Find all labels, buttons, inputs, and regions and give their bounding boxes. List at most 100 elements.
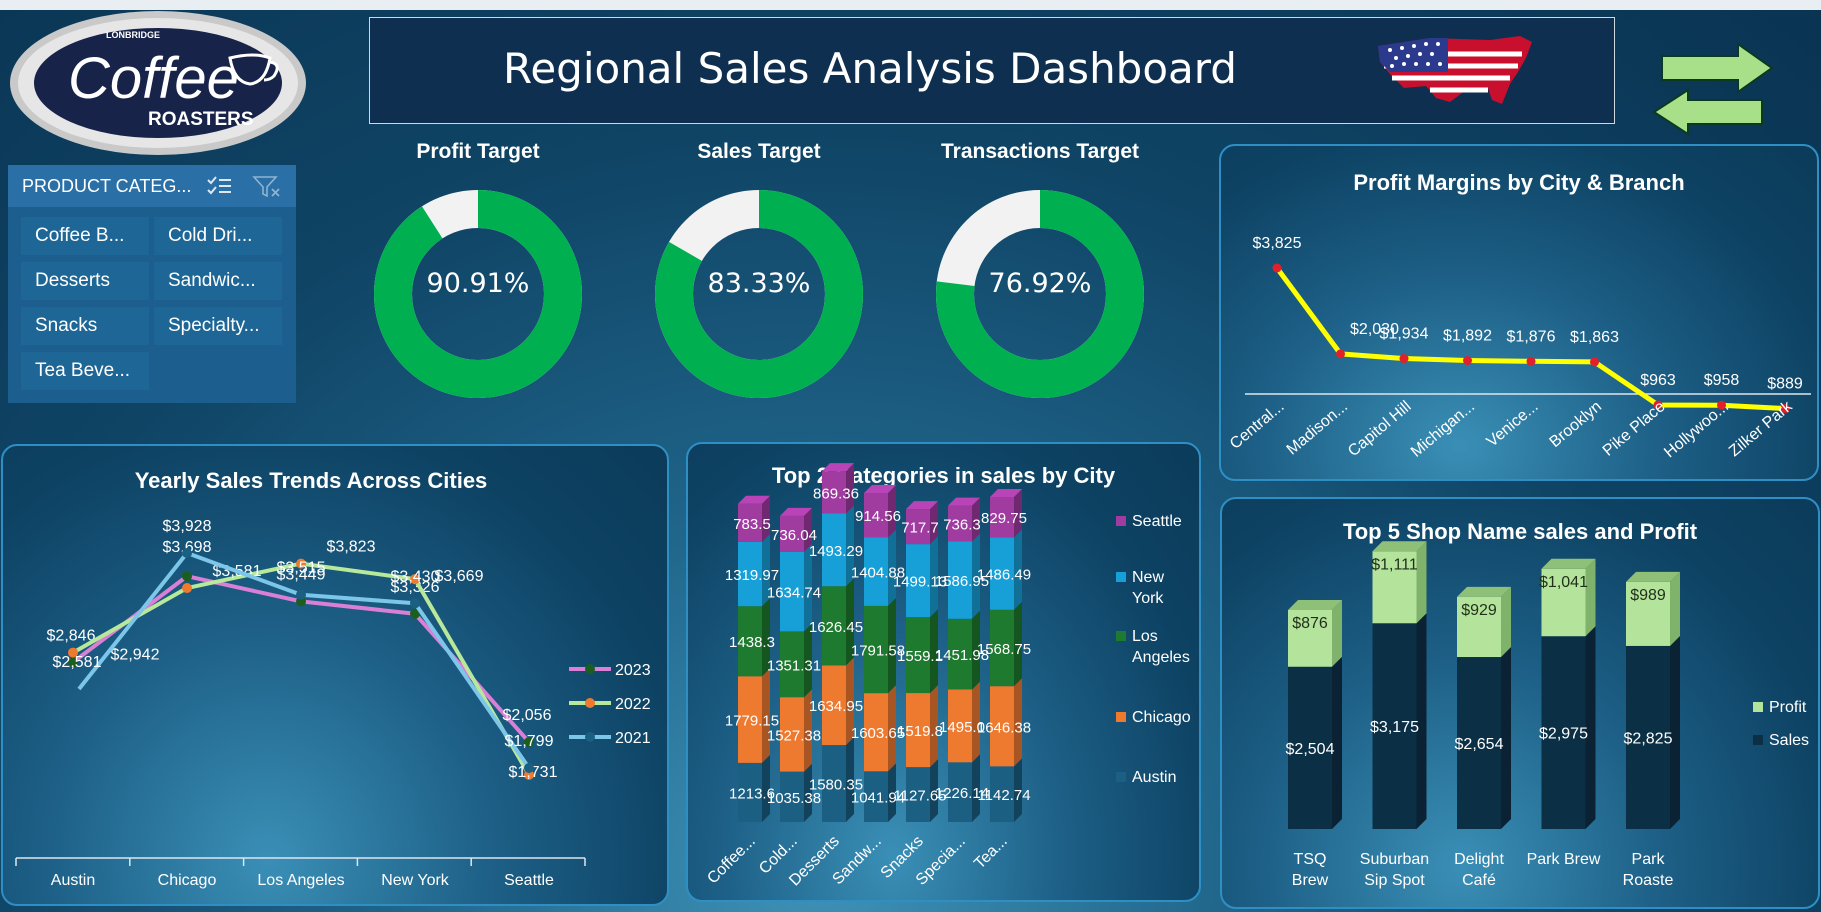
data-point bbox=[1336, 349, 1345, 359]
bar-segment bbox=[1626, 581, 1670, 646]
arrow-right-icon[interactable] bbox=[1660, 42, 1775, 94]
legend-marker bbox=[585, 732, 595, 742]
data-label: 1559.1 bbox=[897, 648, 943, 665]
tick-label-cont: Brew bbox=[1292, 872, 1329, 889]
data-label: 783.5 bbox=[733, 516, 771, 533]
slicer-header: PRODUCT CATEG... bbox=[8, 165, 296, 207]
data-label: 1142.74 bbox=[977, 787, 1030, 804]
bar-segment-side bbox=[846, 578, 854, 666]
data-label: $2,942 bbox=[111, 647, 160, 664]
data-label: $2,056 bbox=[503, 707, 552, 724]
dashboard-title: Regional Sales Analysis Dashboard bbox=[503, 44, 1237, 93]
data-label: 1041.94 bbox=[851, 790, 905, 807]
legend-label: Austin bbox=[1132, 769, 1176, 786]
bar-segment bbox=[1288, 609, 1332, 667]
bar-segment-side bbox=[846, 505, 854, 587]
gauge-ring bbox=[374, 190, 582, 398]
bar-segment bbox=[780, 515, 804, 552]
data-label: $2,825 bbox=[1624, 730, 1673, 747]
bar-segment bbox=[906, 617, 930, 694]
top-shops-chart: $2,504 $876 TSQ Brew $3,175 $1,111 Suburban Sip… bbox=[1286, 541, 1809, 889]
bar-segment-top bbox=[780, 507, 812, 516]
bar-segment bbox=[738, 541, 762, 607]
bar-segment-top bbox=[1541, 558, 1596, 569]
data-label: $989 bbox=[1630, 587, 1666, 604]
tick-label-cont: Sip Spot bbox=[1364, 872, 1425, 889]
data-label: $3,430 bbox=[391, 568, 440, 585]
slicer-item-coffee-beans[interactable]: Coffee B... bbox=[21, 217, 149, 255]
arrow-left-icon[interactable] bbox=[1650, 88, 1765, 136]
bar-segment-side bbox=[1416, 541, 1427, 624]
data-label: $1,863 bbox=[1570, 329, 1619, 346]
bar-segment-side bbox=[762, 668, 770, 763]
legend-label: Seattle bbox=[1132, 513, 1182, 530]
bar-segment-side bbox=[888, 685, 896, 772]
data-label: $2,975 bbox=[1539, 726, 1588, 743]
logo-main-text: Coffee bbox=[68, 46, 239, 111]
bar-segment bbox=[906, 544, 930, 618]
bar-segment-side bbox=[972, 533, 980, 619]
bar-segment bbox=[1372, 623, 1417, 829]
profit-margins-chart: $3,825 Central... $2,030 Madison... $1,934 Ca… bbox=[1227, 235, 1811, 461]
data-label: $3,175 bbox=[1370, 719, 1419, 736]
data-label: $2,030 bbox=[1350, 321, 1399, 338]
gauge-fill-arc bbox=[374, 190, 582, 398]
profit-margins-title: Profit Margins by City & Branch bbox=[1353, 170, 1685, 195]
bar-segment-side bbox=[1014, 488, 1022, 538]
bar-segment-top bbox=[822, 463, 854, 472]
data-label: 1580.35 bbox=[809, 777, 863, 794]
slicer-item-cold-drinks[interactable]: Cold Dri... bbox=[154, 217, 282, 255]
bar-segment-side bbox=[804, 623, 812, 698]
data-label: 1486.49 bbox=[977, 567, 1031, 584]
legend-label: Chicago bbox=[1132, 709, 1191, 726]
bar-segment bbox=[948, 689, 972, 763]
gauge-fill-arc bbox=[936, 190, 1144, 398]
data-label: 717.7 bbox=[901, 520, 939, 537]
bar-segment-side bbox=[1332, 599, 1342, 667]
data-point bbox=[524, 769, 534, 780]
bar-segment-side bbox=[1501, 647, 1511, 829]
slicer-item-snacks[interactable]: Snacks bbox=[21, 307, 149, 345]
legend-label: Profit bbox=[1769, 699, 1807, 716]
data-point bbox=[1653, 400, 1663, 410]
bar-segment bbox=[822, 586, 846, 666]
data-label: $958 bbox=[1704, 372, 1740, 389]
bar-segment bbox=[738, 503, 762, 542]
data-point bbox=[1526, 356, 1536, 366]
slicer-item-specialty[interactable]: Specialty... bbox=[154, 307, 282, 345]
tick-label: Michigan... bbox=[1408, 398, 1478, 461]
bar-segment bbox=[780, 631, 804, 698]
data-label: 1319.97 bbox=[725, 567, 779, 584]
data-label: 914.56 bbox=[855, 508, 901, 525]
data-label: 1527.38 bbox=[767, 727, 821, 744]
coffee-cup-icon bbox=[228, 53, 279, 86]
tick-label: Park bbox=[1632, 851, 1666, 868]
top-shops-title: Top 5 Shop Name sales and Profit bbox=[1342, 519, 1698, 544]
data-label: $3,825 bbox=[1253, 235, 1302, 252]
slicer-item-desserts[interactable]: Desserts bbox=[21, 262, 149, 300]
gauge-label: Sales Target bbox=[697, 140, 821, 163]
bar-segment-side bbox=[1501, 586, 1511, 658]
legend-label-cont: York bbox=[1132, 590, 1164, 607]
bar-segment bbox=[906, 693, 930, 768]
tick-label: Tea... bbox=[971, 833, 1011, 873]
tick-label: New York bbox=[381, 872, 450, 889]
bar-segment bbox=[948, 762, 972, 822]
data-point bbox=[182, 548, 192, 558]
yearly-sales-title: Yearly Sales Trends Across Cities bbox=[134, 468, 488, 493]
top-categories-panel: Top 2 Categories in sales by City 1213.6… bbox=[686, 442, 1201, 902]
top-bar bbox=[0, 0, 1821, 10]
bar-segment-side bbox=[1014, 678, 1022, 767]
slicer-item-tea-beverages[interactable]: Tea Beve... bbox=[21, 352, 149, 390]
top-categories-chart: 1213.6 1779.15 1438.3 1319.97 783.5 Coffee...… bbox=[704, 463, 1191, 889]
bar-segment bbox=[990, 496, 1014, 538]
legend-swatch bbox=[1116, 631, 1126, 641]
data-label: $1,876 bbox=[1507, 328, 1556, 345]
slicer-item-sandwiches[interactable]: Sandwic... bbox=[154, 262, 282, 300]
multi-select-icon[interactable] bbox=[206, 175, 232, 197]
bar-segment-top bbox=[948, 497, 980, 506]
tick-label-cont: Roaste bbox=[1623, 872, 1674, 889]
bar-segment bbox=[864, 492, 888, 538]
gauge-ring bbox=[936, 190, 1144, 398]
clear-filter-icon[interactable] bbox=[252, 175, 282, 199]
